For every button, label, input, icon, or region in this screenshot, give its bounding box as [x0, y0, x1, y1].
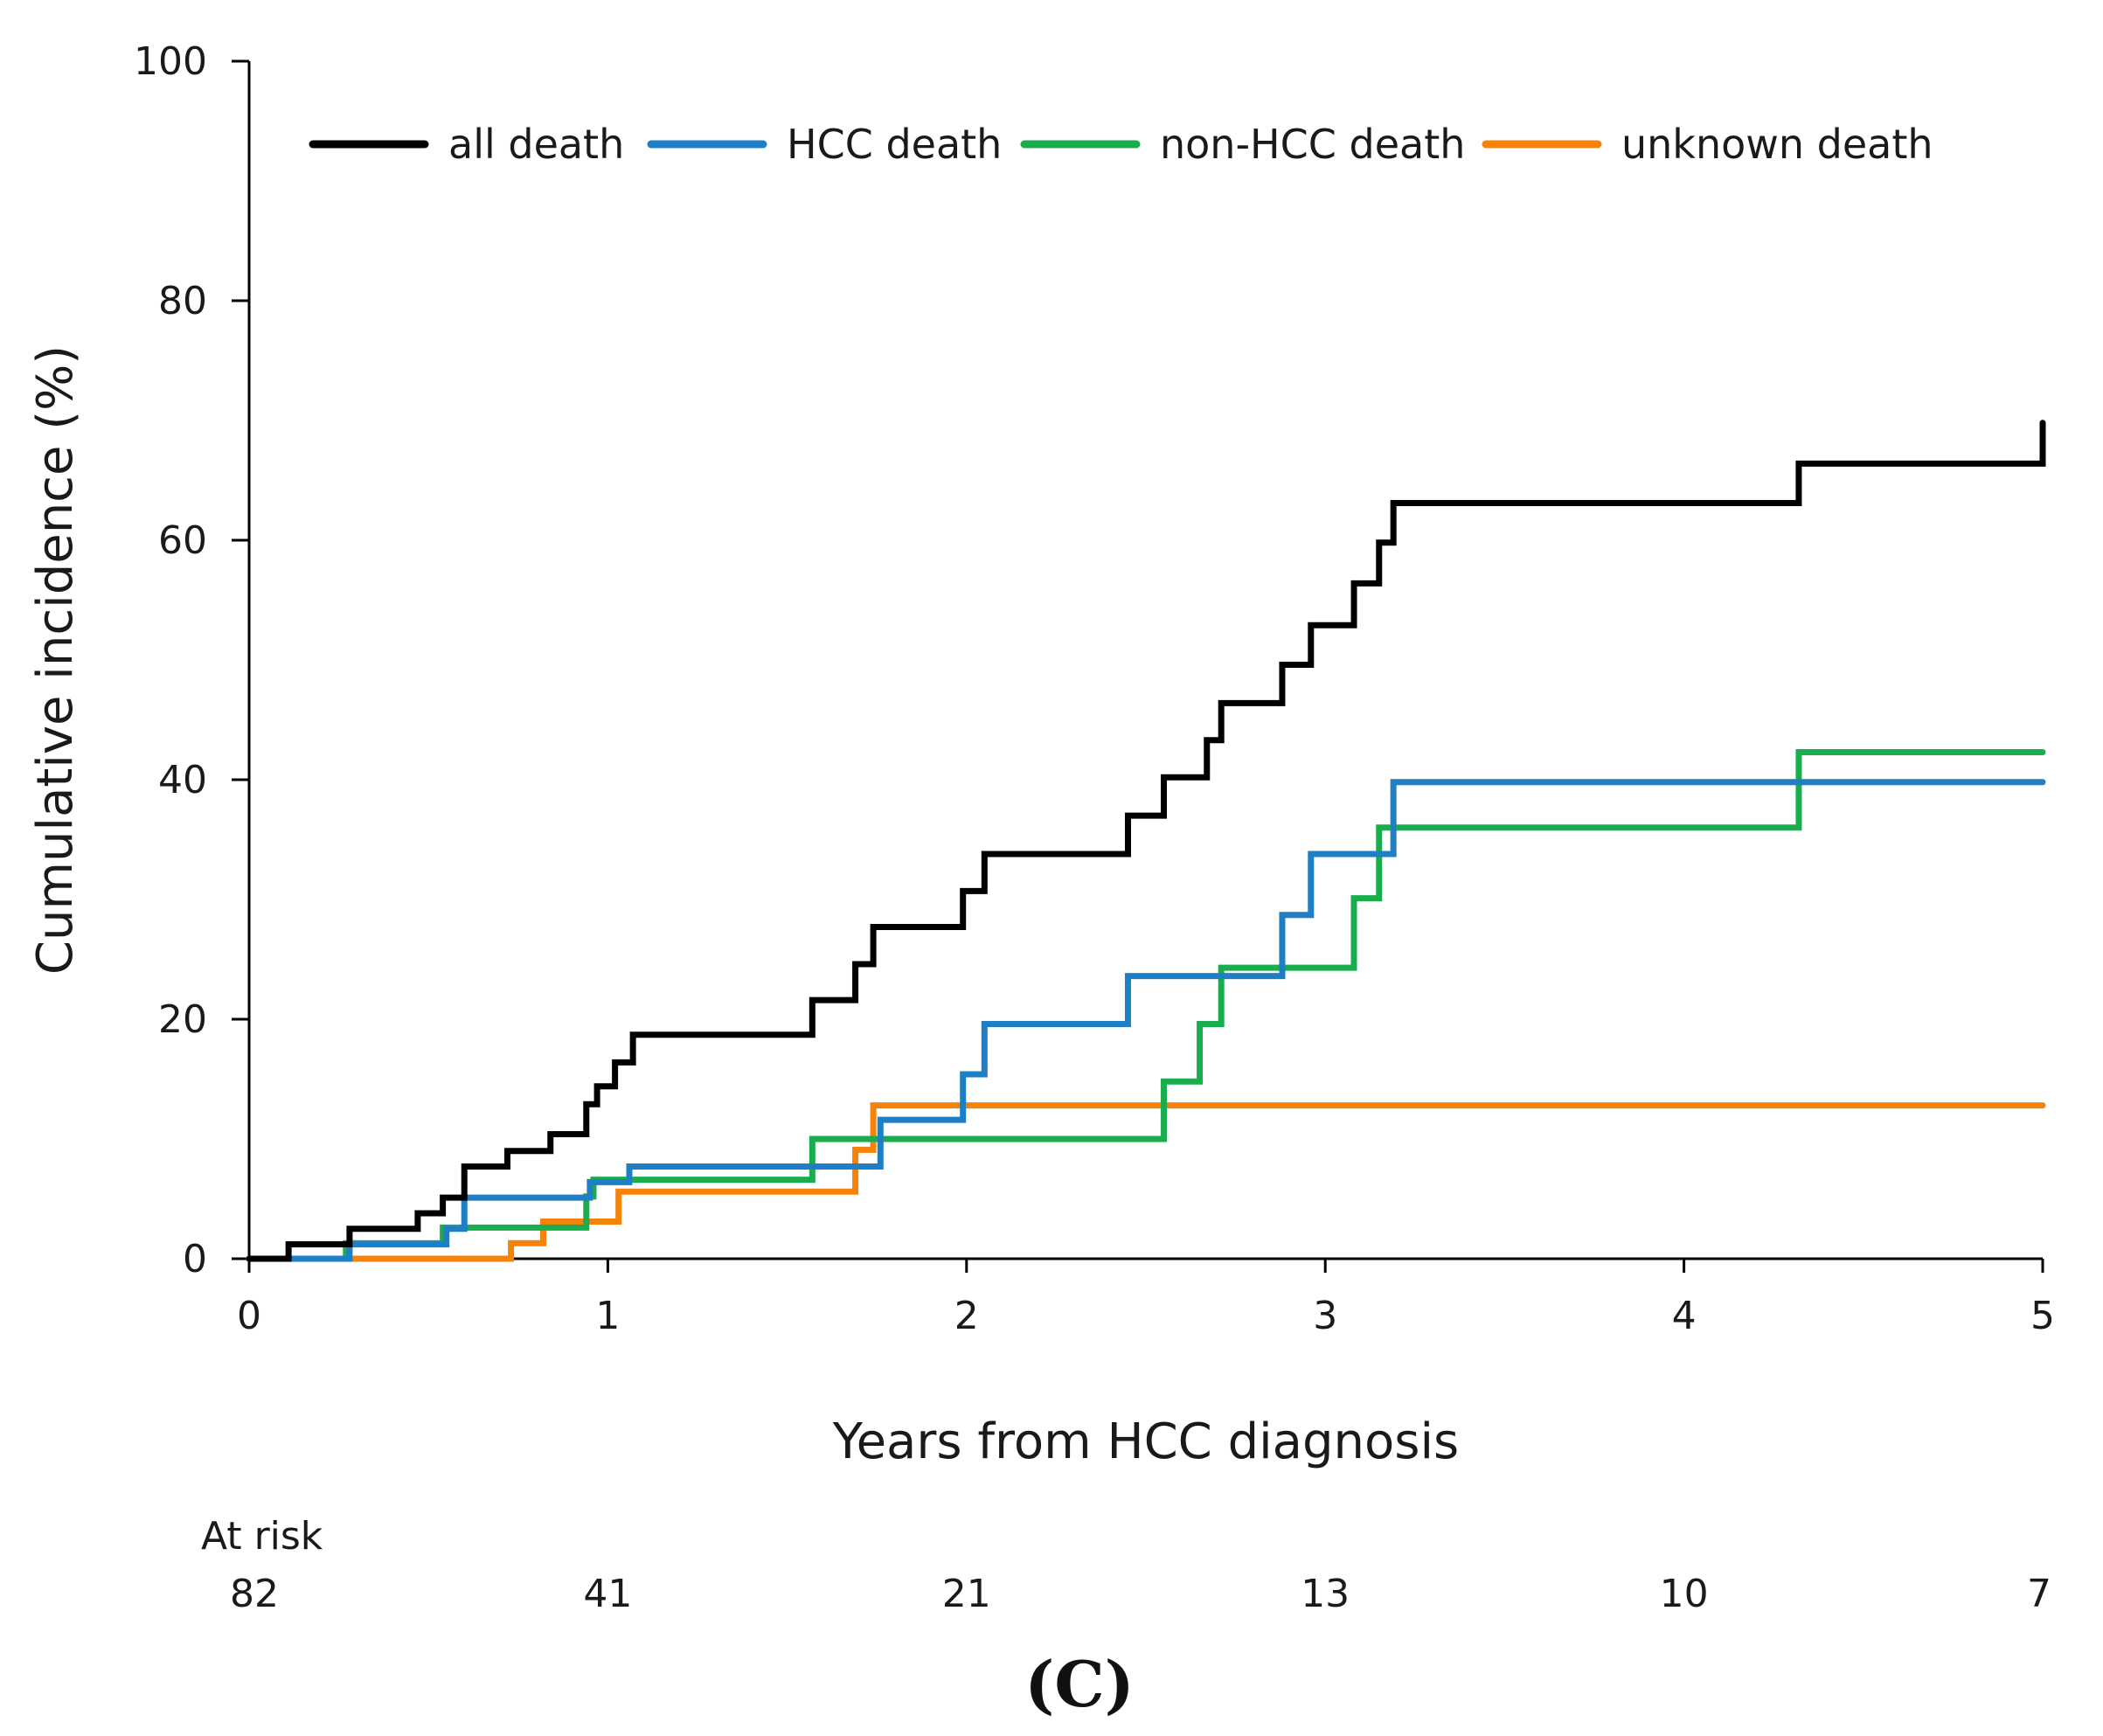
series-line-non-hcc-death [246, 748, 2046, 1262]
at-risk-value: 41 [583, 1572, 632, 1616]
panel-label: (C) [1024, 1647, 1134, 1721]
legend-label-all-death: all death [448, 121, 624, 168]
series-line-hcc-death [246, 779, 2046, 1262]
at-risk-label: At risk [201, 1514, 323, 1559]
at-risk-values: 82 41 21 13 10 7 [230, 1572, 2051, 1616]
legend-label-unknown-death: unknown death [1621, 121, 1933, 168]
x-tick-label: 2 [954, 1294, 979, 1338]
x-tick-label: 0 [237, 1294, 261, 1338]
y-tick-label: 100 [134, 39, 207, 84]
x-tick-label: 5 [2030, 1294, 2055, 1338]
series-layer [246, 420, 2046, 1262]
x-axis-title: Years from HCC diagnosis [832, 1413, 1459, 1470]
axes [247, 61, 2043, 1260]
y-tick-label: 20 [158, 997, 207, 1042]
at-risk-value: 7 [2027, 1572, 2051, 1616]
y-axis-title: Cumulative incidence (%) [27, 345, 84, 975]
x-ticks: 0 1 2 3 4 5 [237, 1259, 2055, 1338]
series-line-all-death [246, 420, 2046, 1262]
y-ticks: 0 20 40 60 80 100 [134, 39, 249, 1281]
legend-label-non-hcc-death: non-HCC death [1160, 121, 1465, 168]
x-tick-label: 4 [1672, 1294, 1697, 1338]
series-line-unknown-death [246, 1102, 2046, 1262]
at-risk-value: 13 [1301, 1572, 1350, 1616]
x-tick-label: 3 [1313, 1294, 1337, 1338]
y-tick-label: 40 [158, 758, 207, 802]
y-tick-label: 0 [183, 1237, 207, 1281]
at-risk-value: 10 [1660, 1572, 1709, 1616]
legend-label-hcc-death: HCC death [787, 121, 1002, 168]
x-tick-label: 1 [595, 1294, 620, 1338]
y-tick-label: 80 [158, 279, 207, 323]
y-tick-label: 60 [158, 518, 207, 563]
legend: all death HCC death non-HCC death unknown d… [309, 121, 1933, 168]
at-risk-value: 21 [942, 1572, 991, 1616]
at-risk-value: 82 [230, 1572, 279, 1616]
